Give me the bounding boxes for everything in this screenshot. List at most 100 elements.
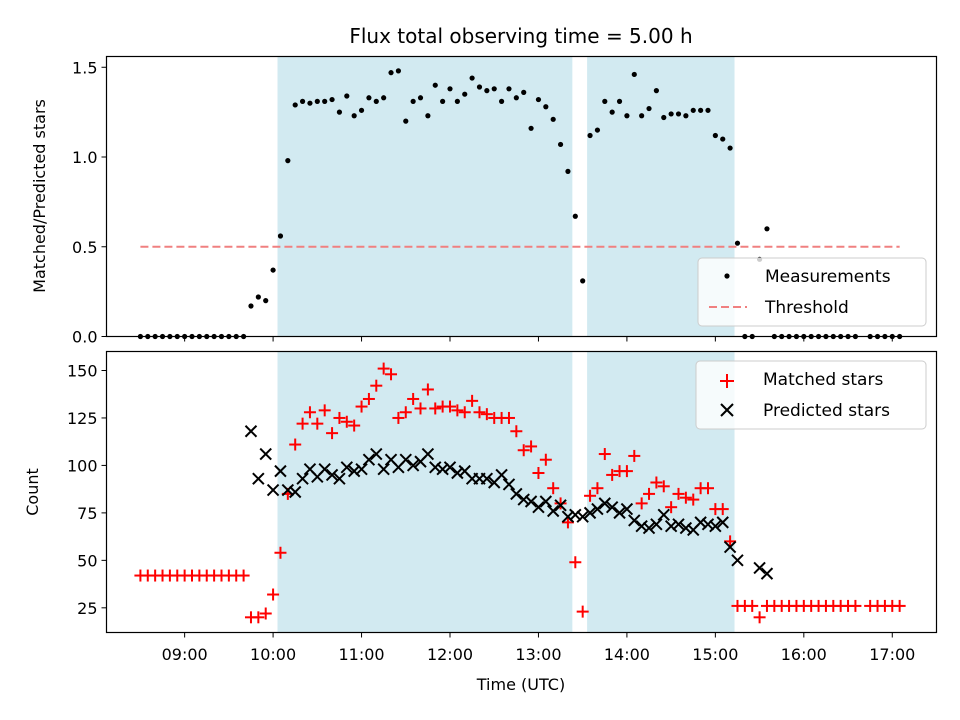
measurement-point-16 bbox=[255, 294, 261, 300]
x-tick-label-1: 10:00 bbox=[250, 645, 296, 664]
measurement-point-77 bbox=[705, 107, 711, 113]
matched-point-31 bbox=[362, 392, 375, 405]
y-tick-label-2: 1.0 bbox=[72, 148, 97, 167]
matched-point-22 bbox=[296, 417, 309, 430]
measurement-point-25 bbox=[322, 98, 328, 104]
matched-point-17 bbox=[259, 607, 272, 620]
predicted-point-1 bbox=[252, 472, 265, 485]
bottom-panel: 25 50 75 100 125 150 09:00 10:00 11:00 12:00 13:0… bbox=[23, 350, 938, 694]
predicted-point-49 bbox=[605, 500, 619, 514]
measurement-point-39 bbox=[425, 113, 431, 119]
measurement-point-53 bbox=[528, 125, 534, 131]
measurement-point-27 bbox=[336, 109, 343, 115]
predicted-point-65 bbox=[723, 540, 737, 554]
matched-point-64 bbox=[606, 468, 619, 481]
bottom-legend-box bbox=[695, 360, 927, 430]
top-legend: Measurements Threshold bbox=[697, 257, 927, 327]
measurement-point-48 bbox=[491, 86, 497, 92]
matched-point-102 bbox=[893, 599, 906, 612]
measurement-point-61 bbox=[587, 132, 593, 139]
matched-point-14 bbox=[237, 569, 250, 582]
measurement-point-30 bbox=[358, 107, 365, 113]
top-shaded-intervals bbox=[277, 56, 735, 337]
measurement-point-31 bbox=[366, 95, 372, 101]
predicted-point-63 bbox=[709, 519, 722, 533]
matched-point-19 bbox=[274, 546, 287, 559]
predicted-point-48 bbox=[598, 497, 612, 510]
predicted-point-18 bbox=[377, 463, 390, 476]
predicted-point-6 bbox=[288, 485, 302, 499]
bottom-x-axis: 09:00 10:00 11:00 12:00 13:00 14:00 15:00 16:00… bbox=[162, 632, 915, 664]
predicted-point-10 bbox=[318, 463, 331, 476]
predicted-point-57 bbox=[664, 519, 678, 533]
predicted-point-4 bbox=[274, 464, 287, 478]
matched-point-73 bbox=[672, 487, 685, 500]
matched-point-37 bbox=[407, 392, 420, 405]
predicted-point-55 bbox=[650, 518, 663, 531]
measurement-point-46 bbox=[476, 84, 483, 90]
predicted-point-17 bbox=[370, 447, 383, 461]
matched-point-61 bbox=[584, 489, 597, 502]
matched-point-33 bbox=[377, 362, 390, 375]
measurement-point-24 bbox=[314, 98, 320, 104]
predicted-point-43 bbox=[561, 510, 575, 523]
matched-point-79 bbox=[716, 503, 729, 516]
measurement-point-75 bbox=[690, 107, 696, 113]
measurement-point-70 bbox=[653, 88, 659, 94]
matched-point-60 bbox=[576, 605, 589, 618]
measurement-point-66 bbox=[624, 113, 630, 119]
predicted-point-42 bbox=[554, 499, 567, 512]
predicted-point-52 bbox=[628, 514, 641, 527]
measurement-point-52 bbox=[521, 89, 527, 95]
chart-title: Flux total observing time = 5.00 h bbox=[349, 24, 692, 48]
matched-point-28 bbox=[340, 415, 353, 428]
x-tick-label-0: 09:00 bbox=[162, 645, 208, 664]
predicted-point-66 bbox=[731, 554, 744, 567]
matched-point-42 bbox=[443, 400, 456, 413]
measurement-point-64 bbox=[609, 109, 615, 115]
matched-point-24 bbox=[311, 417, 324, 430]
predicted-point-39 bbox=[532, 500, 545, 514]
bottom-y-axis-label: Count bbox=[23, 468, 42, 516]
matched-point-51 bbox=[510, 425, 523, 438]
predicted-point-7 bbox=[296, 472, 309, 485]
y-tick-label-1: 0.5 bbox=[72, 238, 97, 257]
matched-point-70 bbox=[650, 476, 663, 489]
matched-point-16 bbox=[252, 611, 265, 624]
measurement-point-57 bbox=[557, 141, 564, 148]
legend-marker-predicted bbox=[720, 403, 734, 417]
matched-point-80 bbox=[724, 535, 737, 548]
matched-point-39 bbox=[421, 383, 434, 396]
measurement-point-33 bbox=[381, 95, 387, 101]
y-tick-label-0: 25 bbox=[77, 599, 97, 618]
predicted-point-26 bbox=[436, 463, 449, 476]
measurement-point-15 bbox=[248, 303, 254, 309]
predicted-point-34 bbox=[495, 468, 508, 482]
measurement-point-62 bbox=[594, 127, 601, 133]
predicted-point-44 bbox=[569, 508, 582, 521]
matched-point-83 bbox=[746, 599, 759, 612]
top-x-tick-marks bbox=[184, 336, 893, 342]
measurement-point-22 bbox=[299, 98, 306, 104]
measurement-point-71 bbox=[661, 114, 667, 121]
legend-label-measurements: Measurements bbox=[765, 267, 891, 287]
predicted-point-62 bbox=[701, 518, 715, 531]
matched-point-84 bbox=[753, 611, 766, 624]
measurement-point-20 bbox=[285, 158, 291, 164]
bottom-y-axis: 25 50 75 100 125 150 bbox=[67, 361, 107, 618]
measurement-point-29 bbox=[351, 113, 357, 119]
predicted-point-64 bbox=[716, 516, 729, 529]
x-tick-label-7: 16:00 bbox=[781, 645, 827, 664]
matched-point-18 bbox=[267, 588, 280, 601]
predicted-point-58 bbox=[672, 518, 685, 531]
matched-point-47 bbox=[480, 408, 493, 421]
top-axes-frame bbox=[105, 55, 938, 338]
predicted-point-46 bbox=[583, 506, 597, 520]
predicted-point-40 bbox=[539, 495, 553, 508]
predicted-point-25 bbox=[429, 461, 442, 474]
matched-point-62 bbox=[591, 482, 604, 495]
y-tick-label-4: 125 bbox=[67, 409, 98, 428]
matched-point-53 bbox=[525, 440, 538, 453]
y-tick-label-3: 100 bbox=[67, 456, 98, 475]
